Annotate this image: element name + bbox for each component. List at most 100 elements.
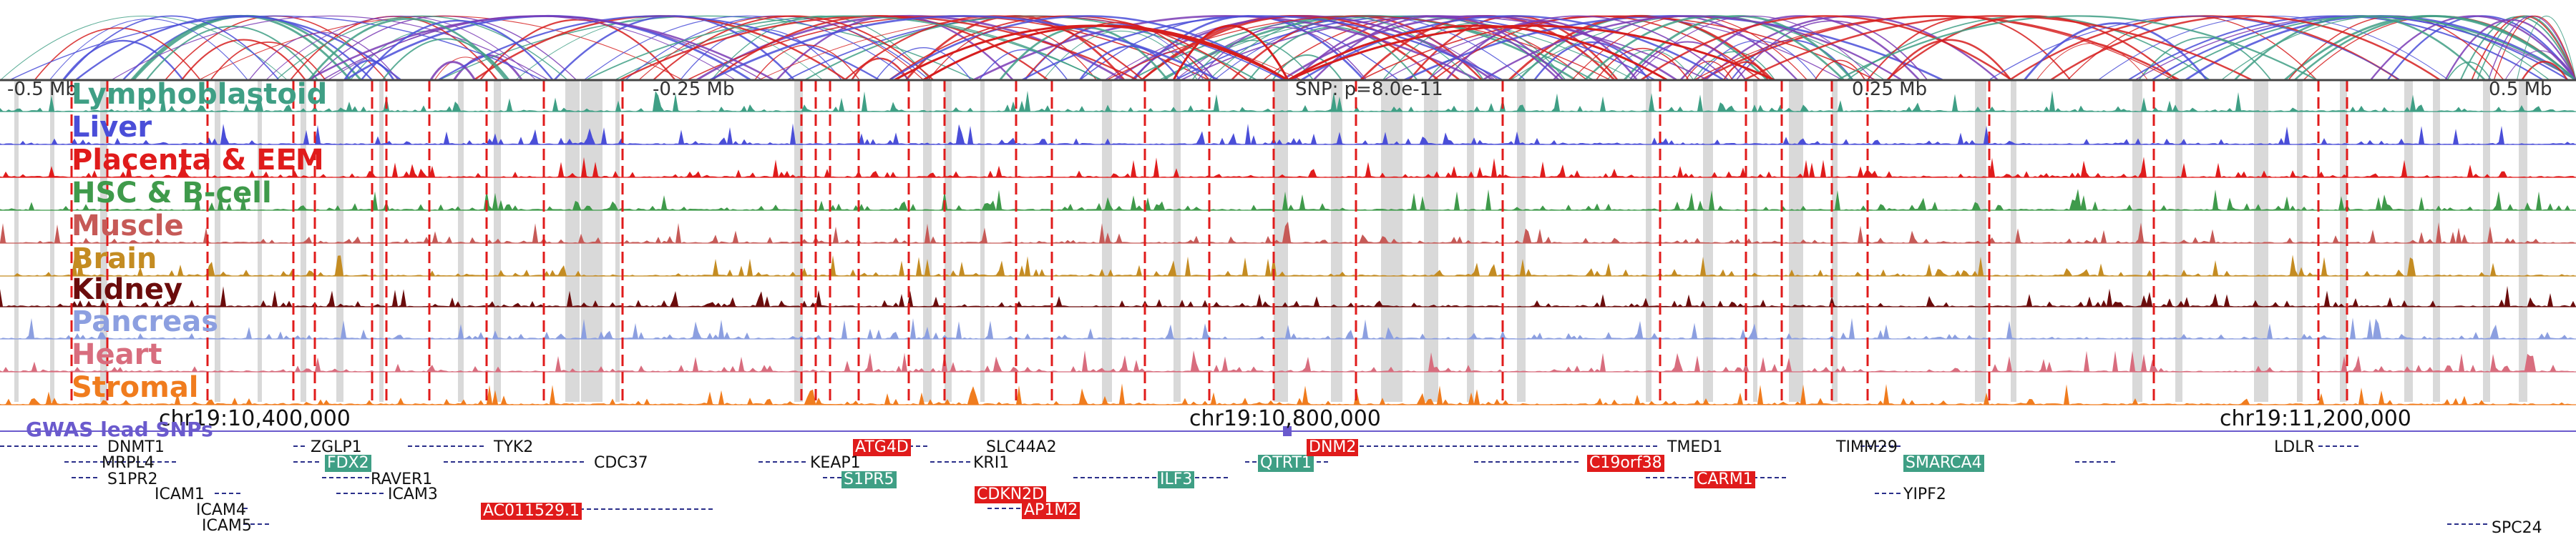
variant-markers: [70, 80, 2348, 404]
chromatin-loop-arc: [2127, 15, 2544, 81]
track-label-brain: Brain: [72, 242, 157, 275]
track-label-lymphoblastoid: Lymphoblastoid: [72, 78, 328, 111]
chromatin-loop-arc: [1025, 24, 1204, 81]
track-label-stromal: Stromal: [72, 371, 199, 404]
gene-ldlr[interactable]: LDLR: [2274, 438, 2315, 456]
track-label-pancreas: Pancreas: [72, 305, 219, 338]
chromatin-loop-arc: [2293, 15, 2576, 81]
gene-icam3[interactable]: ICAM3: [388, 486, 438, 503]
chromatin-loop-arc: [2164, 15, 2576, 81]
chromatin-loop-arc: [2049, 15, 2441, 82]
gene-s1pr2[interactable]: S1PR2: [107, 471, 158, 488]
gene-ilf3[interactable]: ILF3: [1158, 471, 1195, 488]
gene-qtrt1[interactable]: QTRT1: [1258, 455, 1314, 472]
chromatin-loop-arc: [978, 49, 1068, 81]
highlight-band: [1753, 80, 1757, 402]
chromatin-loop-arc: [894, 24, 1289, 82]
chromatin-loop-arc: [1595, 47, 1689, 81]
chromatin-loop-arc: [2516, 16, 2576, 81]
chromatin-loop-arc: [360, 19, 554, 81]
chromatin-loop-arc: [1679, 15, 1921, 81]
highlight-regions: [14, 80, 2527, 402]
gene-cdc37[interactable]: CDC37: [594, 454, 648, 472]
gene-carm1[interactable]: CARM1: [1694, 471, 1755, 488]
chromatin-loop-arc: [63, 15, 280, 81]
gene-slc44a2[interactable]: SLC44A2: [986, 438, 1057, 456]
chromatin-loop-arc: [2097, 15, 2449, 81]
chromatin-loop-arc: [198, 15, 683, 81]
axis-label-right: 0.5 Mb: [2489, 79, 2552, 100]
gene-fdx2[interactable]: FDX2: [325, 455, 371, 472]
gene-spc24[interactable]: SPC24: [2492, 519, 2542, 537]
chromatin-loop-arc: [889, 15, 1286, 82]
highlight-band: [1703, 80, 1713, 402]
chromatin-loop-arc: [875, 46, 972, 81]
highlight-band: [1467, 80, 1474, 402]
highlight-band: [1424, 80, 1438, 402]
gene-mrpl4[interactable]: MRPL4: [102, 454, 155, 472]
chromatin-loop-arc: [9, 15, 543, 81]
signal-profile: [0, 222, 2576, 243]
chromatin-loop-arc: [2220, 15, 2550, 81]
chromatin-loop-arcs: [0, 14, 2576, 82]
chromatin-loop-arc: [34, 27, 201, 81]
signal-tracks: [0, 90, 2576, 405]
chromatin-loop-arc: [1482, 15, 1903, 82]
gene-tyk2[interactable]: TYK2: [494, 438, 534, 456]
highlight-band: [2175, 80, 2182, 402]
gene-s1pr5[interactable]: S1PR5: [841, 471, 897, 488]
gene-cdkn2d[interactable]: CDKN2D: [975, 486, 1047, 503]
chromatin-loop-arc: [0, 16, 288, 81]
chromatin-loop-arc: [111, 15, 549, 81]
chromatin-loop-arc: [437, 15, 880, 81]
chromatin-loop-arc: [1743, 15, 2253, 82]
chromatin-loop-arc: [1133, 51, 1216, 81]
highlight-band: [1331, 80, 1342, 402]
gene-keap1[interactable]: KEAP1: [810, 454, 861, 472]
chromatin-loop-arc: [1735, 20, 1928, 81]
chromatin-loop-arc: [1428, 58, 1484, 81]
gene-raver1[interactable]: RAVER1: [371, 471, 433, 488]
track-label-liver: Liver: [72, 111, 152, 144]
gwas-snp-marker[interactable]: [1283, 426, 1292, 436]
gene-ac011529[interactable]: AC011529.1: [481, 503, 582, 520]
chromatin-loop-arc: [1606, 49, 1694, 81]
gene-atg4d[interactable]: ATG4D: [853, 439, 911, 456]
highlight-band: [2254, 80, 2268, 402]
gene-icam5[interactable]: ICAM5: [202, 517, 252, 535]
chromatin-loop-arc: [1697, 40, 1818, 81]
highlight-band: [14, 80, 19, 402]
gene-timm29[interactable]: TIMM29: [1836, 438, 1898, 456]
gene-icam4[interactable]: ICAM4: [196, 501, 246, 519]
gene-dnmt1[interactable]: DNMT1: [107, 438, 165, 456]
gene-dnm2[interactable]: DNM2: [1307, 439, 1359, 456]
chromatin-loop-arc: [585, 15, 1103, 81]
gene-ap1m2[interactable]: AP1M2: [1022, 502, 1080, 519]
highlight-band: [1274, 80, 1288, 402]
chromatin-loop-arc: [453, 54, 523, 81]
gene-icam1[interactable]: ICAM1: [155, 486, 205, 503]
gene-zglp1[interactable]: ZGLP1: [311, 438, 362, 456]
chromatin-loop-arc: [1887, 39, 2012, 81]
chromatin-loop-arc: [1723, 61, 1769, 81]
gene-tmed1[interactable]: TMED1: [1667, 438, 1723, 456]
gene-kri1[interactable]: KRI1: [973, 454, 1010, 472]
chromatin-loop-arc: [1287, 24, 1775, 82]
chromatin-loop-arc: [308, 17, 509, 81]
chromatin-loop-arc: [2504, 50, 2576, 81]
chromatin-loop-arc: [275, 15, 568, 81]
chromatin-loop-arc: [1814, 59, 1866, 81]
track-label-kidney: Kidney: [72, 273, 183, 306]
chromatin-loop-arc: [583, 15, 911, 81]
highlight-band: [2404, 80, 2413, 402]
gene-c19orf38[interactable]: C19orf38: [1587, 455, 1664, 472]
gene-smarca4[interactable]: SMARCA4: [1903, 455, 1984, 472]
gene-yipf2[interactable]: YIPF2: [1903, 486, 1946, 503]
chromatin-loop-arc: [75, 15, 402, 81]
highlight-band: [2297, 80, 2303, 402]
axis-label-snp: SNP: p=8.0e-11: [1295, 79, 1443, 100]
chromatin-loop-arc: [2521, 61, 2569, 81]
track-label-heart: Heart: [72, 338, 162, 371]
chromatin-loop-arc: [210, 41, 326, 81]
